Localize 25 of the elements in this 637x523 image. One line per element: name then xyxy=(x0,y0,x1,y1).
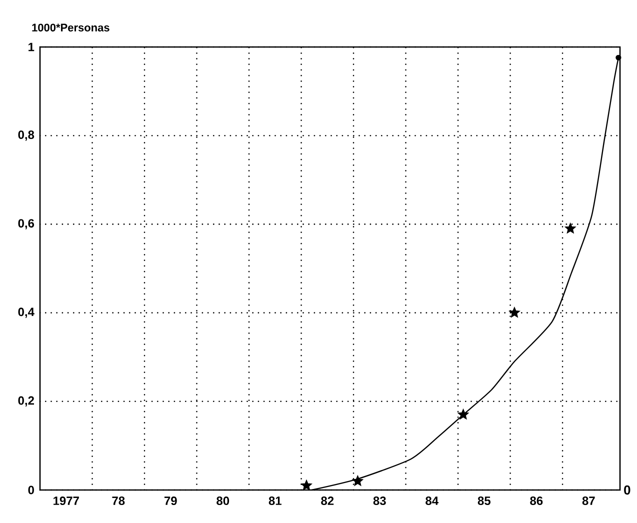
point xyxy=(616,54,622,60)
y-tick-label: 0,4 xyxy=(18,308,34,318)
x-tick-label: 84 xyxy=(426,496,438,506)
point xyxy=(564,222,576,234)
x-tick-label: 82 xyxy=(321,496,334,506)
y-axis-title: 1000*Personas xyxy=(32,24,110,32)
x-tick-label: 87 xyxy=(582,496,595,506)
point xyxy=(352,475,364,486)
y-tick-label: 0,2 xyxy=(18,396,34,407)
y-tick-label: 0,6 xyxy=(18,219,34,230)
y-tick-label: 0 xyxy=(28,486,34,494)
x-tick-label: 80 xyxy=(216,496,230,506)
x-tick-label: 78 xyxy=(112,496,125,506)
x-tick-label: 86 xyxy=(530,496,543,506)
text: 0 xyxy=(624,485,630,495)
x-tick-label: 81 xyxy=(268,496,282,506)
y-tick-label: 0,8 xyxy=(18,130,34,141)
y-tick-label: 1 xyxy=(28,42,34,52)
x-tick-label: 85 xyxy=(478,496,490,506)
point xyxy=(300,480,312,490)
x-tick-label: 1977 xyxy=(54,496,79,506)
point xyxy=(508,307,520,318)
point xyxy=(458,408,469,420)
x-tick-label: 79 xyxy=(164,496,177,506)
x-tick-label: 83 xyxy=(373,496,386,506)
